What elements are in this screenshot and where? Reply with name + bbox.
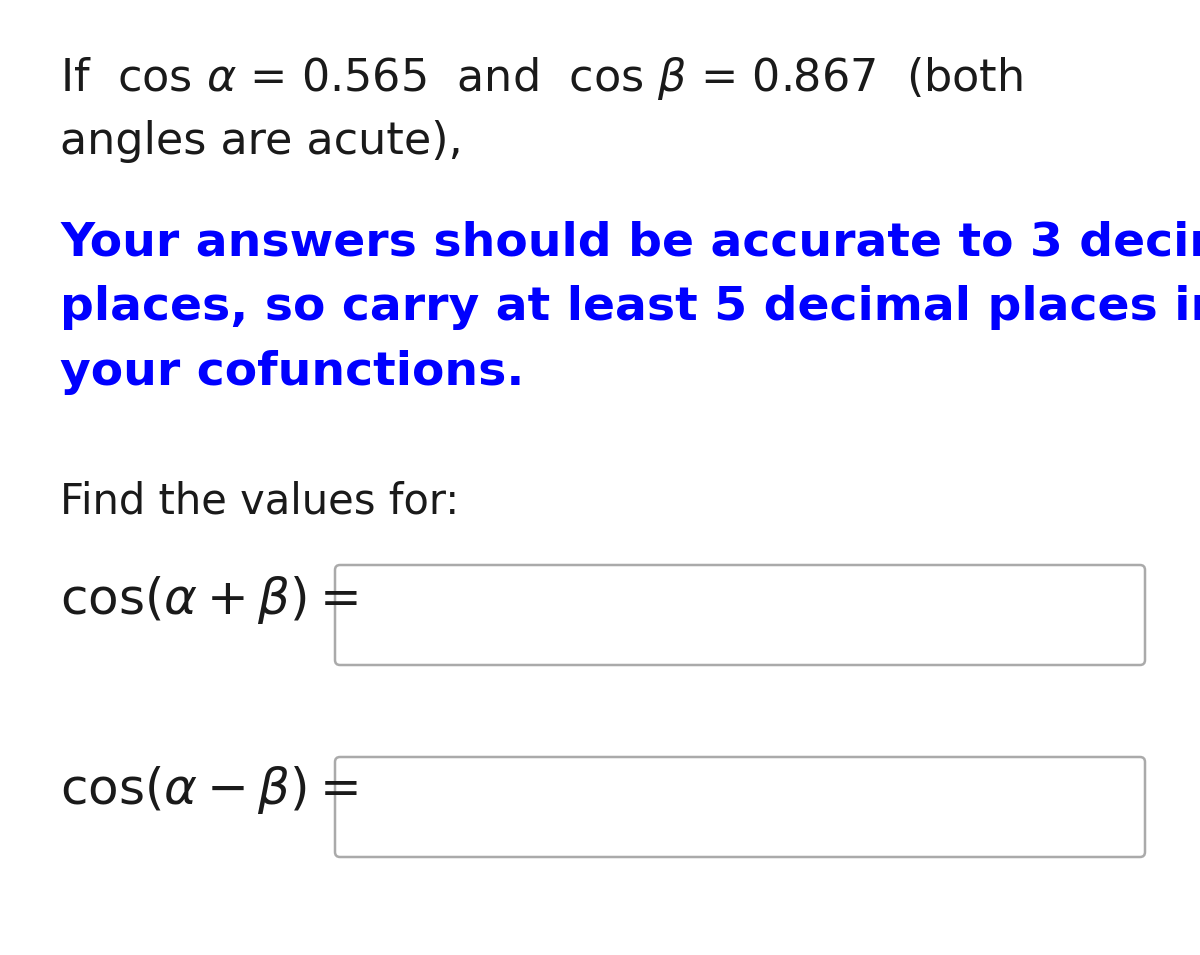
Text: your cofunctions.: your cofunctions. xyxy=(60,350,524,395)
Text: Find the values for:: Find the values for: xyxy=(60,480,460,522)
FancyBboxPatch shape xyxy=(335,565,1145,665)
Text: angles are acute),: angles are acute), xyxy=(60,120,463,163)
Text: If  cos $\alpha$ = 0.565  and  cos $\beta$ = 0.867  (both: If cos $\alpha$ = 0.565 and cos $\beta$ … xyxy=(60,55,1022,102)
Text: Your answers should be accurate to 3 decimal: Your answers should be accurate to 3 dec… xyxy=(60,220,1200,265)
Text: $\cos(\alpha + \beta) =$: $\cos(\alpha + \beta) =$ xyxy=(60,574,358,626)
Text: places, so carry at least 5 decimal places in: places, so carry at least 5 decimal plac… xyxy=(60,285,1200,330)
Text: $\cos(\alpha - \beta) =$: $\cos(\alpha - \beta) =$ xyxy=(60,764,358,816)
FancyBboxPatch shape xyxy=(335,757,1145,857)
